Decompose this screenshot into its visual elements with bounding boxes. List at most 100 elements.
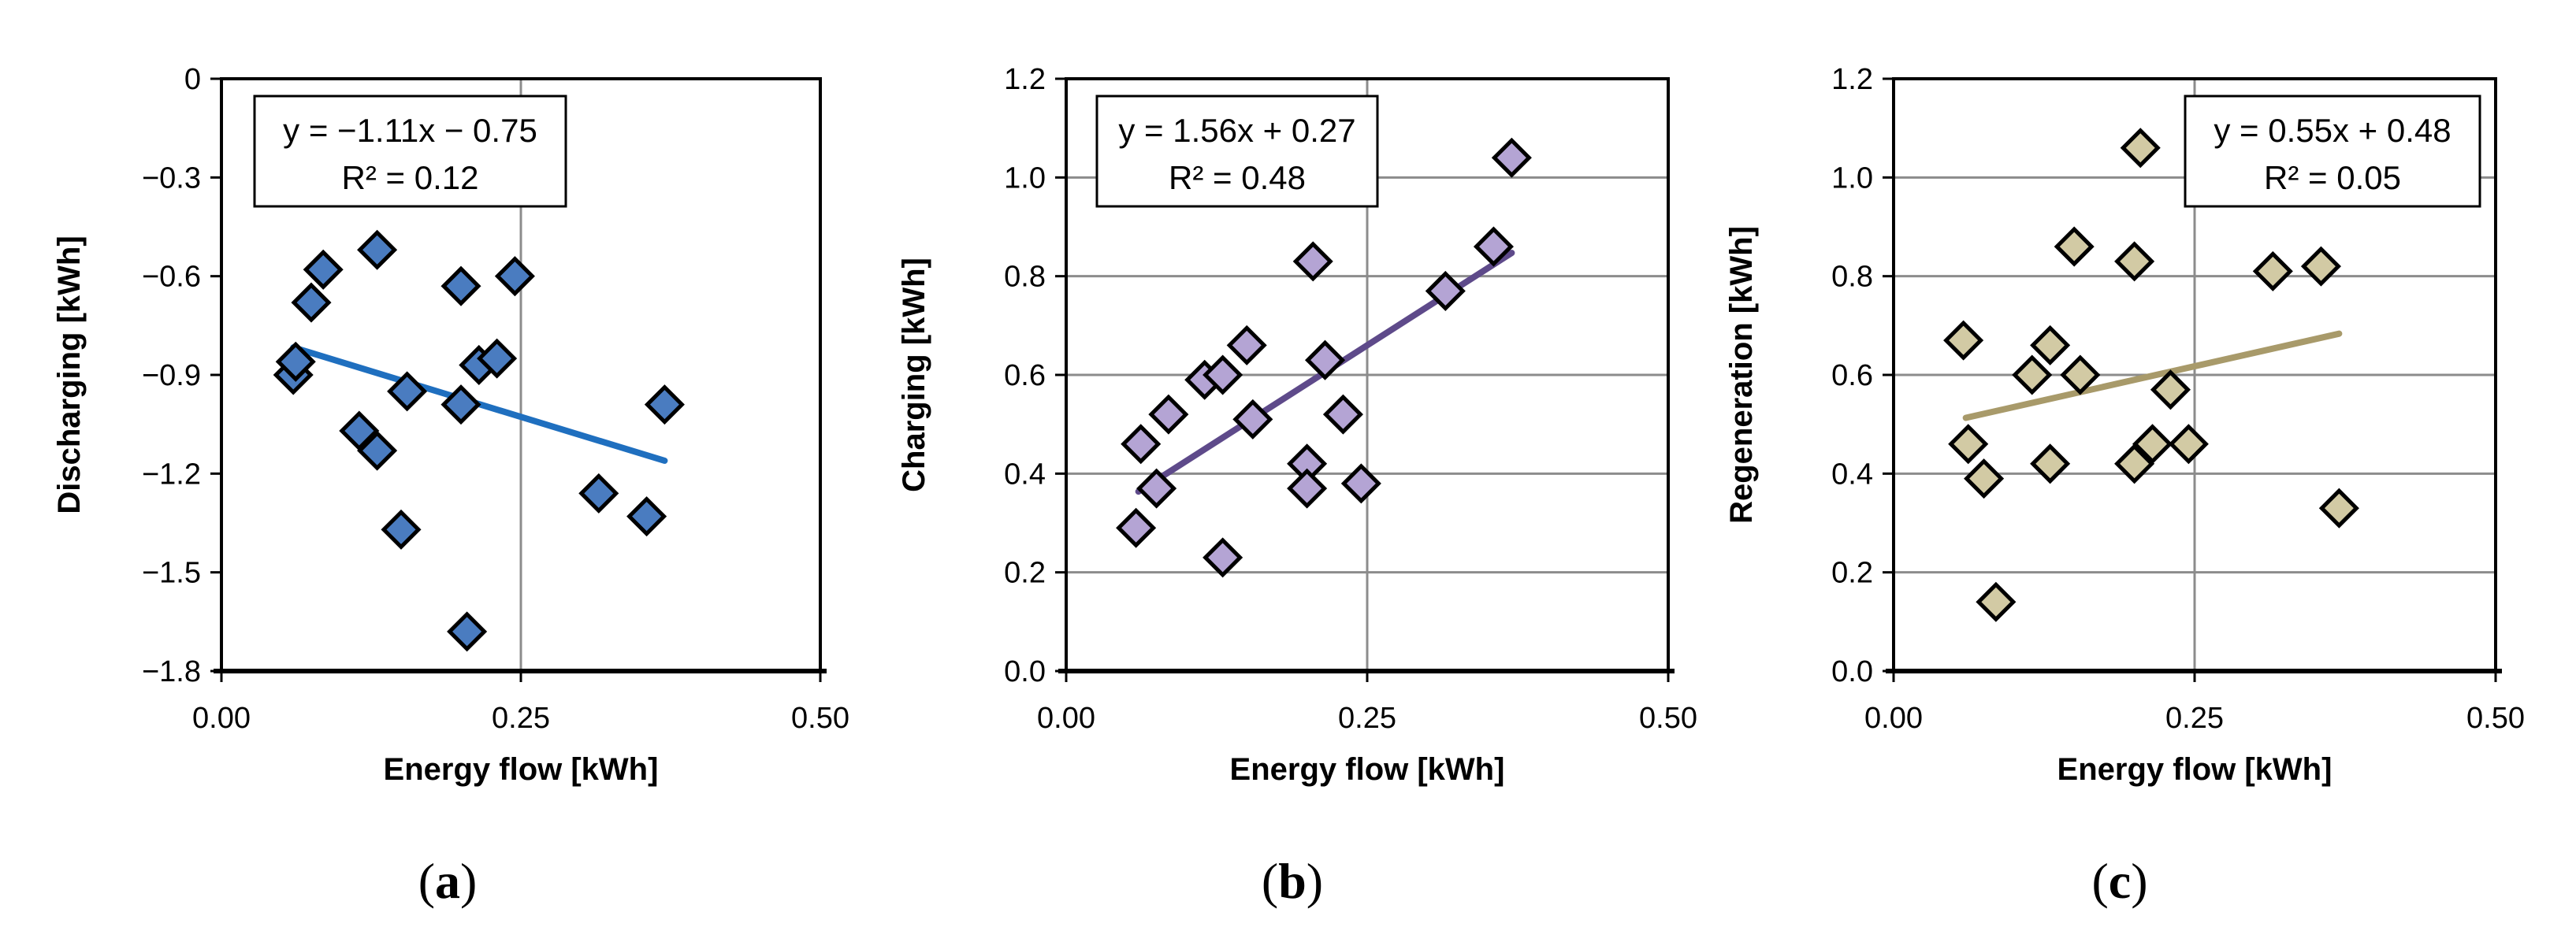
x-tick-label: 0.50 bbox=[1639, 702, 1697, 735]
x-axis-label: Energy flow [kWh] bbox=[384, 752, 659, 787]
y-tick-label: 0.2 bbox=[1004, 557, 1046, 590]
data-point bbox=[2060, 354, 2101, 395]
data-point bbox=[1232, 399, 1273, 439]
data-point bbox=[477, 338, 518, 379]
data-point bbox=[2114, 241, 2155, 282]
trend-equation: y = −1.11x − 0.75 bbox=[283, 112, 537, 149]
data-point bbox=[626, 496, 667, 537]
y-tick-label: −0.6 bbox=[142, 261, 201, 294]
x-tick-label: 0.25 bbox=[1338, 702, 1396, 735]
x-axis-label: Energy flow [kWh] bbox=[1230, 752, 1505, 787]
y-tick-label: 1.2 bbox=[1831, 63, 1873, 96]
data-point bbox=[1292, 241, 1333, 282]
chart-panel-a: 0.00 0.25 0.50 −1.8 −1.5 −1.2 −0.9 −0.6 −0.3 0 Ene… bbox=[52, 63, 849, 909]
panel-label: (a) bbox=[418, 853, 478, 909]
data-point bbox=[2150, 369, 2191, 410]
r-squared: R² = 0.48 bbox=[1169, 159, 1306, 196]
y-tick-label: 0 bbox=[184, 63, 201, 96]
data-point bbox=[447, 611, 488, 652]
data-point bbox=[387, 371, 428, 412]
data-point bbox=[2030, 325, 2071, 365]
y-tick-label: 0.8 bbox=[1004, 261, 1046, 294]
trend-equation: y = 1.56x + 0.27 bbox=[1118, 112, 1355, 149]
data-point bbox=[1964, 458, 2005, 499]
y-tick-label: 0.4 bbox=[1004, 458, 1046, 491]
data-point bbox=[2132, 424, 2173, 465]
data-point bbox=[357, 229, 398, 270]
data-point bbox=[2252, 250, 2293, 291]
chart-panel-b: 0.00 0.25 0.50 0.0 0.2 0.4 0.6 0.8 1.0 1.2 Energy … bbox=[897, 63, 1697, 909]
data-point bbox=[2318, 488, 2359, 528]
data-point bbox=[357, 430, 398, 471]
y-tick-label: 0.2 bbox=[1831, 557, 1873, 590]
data-point bbox=[1322, 394, 1363, 435]
y-tick-label: −0.9 bbox=[142, 359, 201, 392]
data-point bbox=[339, 410, 380, 451]
y-tick-label: 1.0 bbox=[1004, 161, 1046, 195]
y-tick-label: −1.8 bbox=[142, 655, 201, 688]
x-tick-label: 0.50 bbox=[791, 702, 849, 735]
x-tick-label: 0.00 bbox=[1864, 702, 1923, 735]
data-point bbox=[1116, 507, 1157, 548]
chart-panel-c: 0.00 0.25 0.50 0.0 0.2 0.4 0.6 0.8 1.0 1.2 Energy … bbox=[1724, 63, 2525, 909]
y-axis-label: Charging [kWh] bbox=[897, 258, 931, 492]
y-tick-label: 0.0 bbox=[1831, 655, 1873, 688]
data-point bbox=[1121, 424, 1162, 465]
data-point bbox=[578, 473, 619, 514]
x-tick-label: 0.25 bbox=[492, 702, 550, 735]
equation-box bbox=[2184, 95, 2481, 208]
data-point bbox=[1943, 320, 1984, 361]
y-tick-label: 0.6 bbox=[1831, 359, 1873, 392]
data-point bbox=[2030, 443, 2071, 484]
r-squared: R² = 0.12 bbox=[342, 159, 479, 196]
data-point bbox=[1948, 424, 1989, 465]
y-axis-label: Regeneration [kWh] bbox=[1724, 226, 1759, 524]
data-point bbox=[1491, 137, 1532, 178]
y-tick-label: 0.4 bbox=[1831, 458, 1873, 491]
y-tick-label: 1.0 bbox=[1831, 161, 1873, 195]
data-point bbox=[2114, 443, 2155, 484]
data-point bbox=[1287, 468, 1328, 509]
equation-box bbox=[253, 95, 567, 208]
data-point bbox=[2300, 246, 2341, 287]
y-tick-label: −1.2 bbox=[142, 458, 201, 491]
data-point bbox=[291, 282, 332, 323]
y-tick-label: 0.0 bbox=[1004, 655, 1046, 688]
y-tick-label: −0.3 bbox=[142, 161, 201, 195]
data-point bbox=[1148, 394, 1189, 435]
data-point bbox=[1425, 270, 1466, 312]
data-point bbox=[303, 249, 344, 290]
x-tick-label: 0.50 bbox=[2466, 702, 2525, 735]
y-tick-label: −1.5 bbox=[142, 557, 201, 590]
data-point bbox=[1340, 463, 1381, 504]
x-tick-label: 0.00 bbox=[1037, 702, 1095, 735]
data-point bbox=[440, 265, 481, 306]
data-point bbox=[2012, 354, 2053, 395]
trendline bbox=[1962, 330, 2343, 421]
panel-label: (b) bbox=[1262, 853, 1323, 909]
y-tick-label: 1.2 bbox=[1004, 63, 1046, 96]
y-tick-label: 0.8 bbox=[1831, 261, 1873, 294]
data-point bbox=[1976, 581, 2017, 622]
data-point bbox=[440, 384, 481, 425]
data-point bbox=[275, 341, 316, 382]
y-axis-label: Discharging [kWh] bbox=[52, 236, 87, 514]
equation-box bbox=[1095, 95, 1379, 208]
y-tick-label: 0.6 bbox=[1004, 359, 1046, 392]
panel-label: (c) bbox=[2091, 853, 2147, 909]
data-point bbox=[1473, 226, 1514, 267]
data-point bbox=[644, 384, 685, 425]
x-tick-label: 0.25 bbox=[2165, 702, 2224, 735]
data-point bbox=[1203, 537, 1243, 578]
data-point bbox=[1304, 339, 1346, 380]
data-point bbox=[1226, 325, 1267, 365]
data-point bbox=[2054, 226, 2095, 267]
data-point bbox=[494, 256, 535, 297]
data-point bbox=[2168, 424, 2209, 465]
data-point bbox=[381, 509, 422, 550]
x-tick-label: 0.00 bbox=[192, 702, 251, 735]
data-point bbox=[1136, 468, 1177, 509]
data-point bbox=[2120, 128, 2161, 169]
x-axis-label: Energy flow [kWh] bbox=[2057, 752, 2333, 787]
